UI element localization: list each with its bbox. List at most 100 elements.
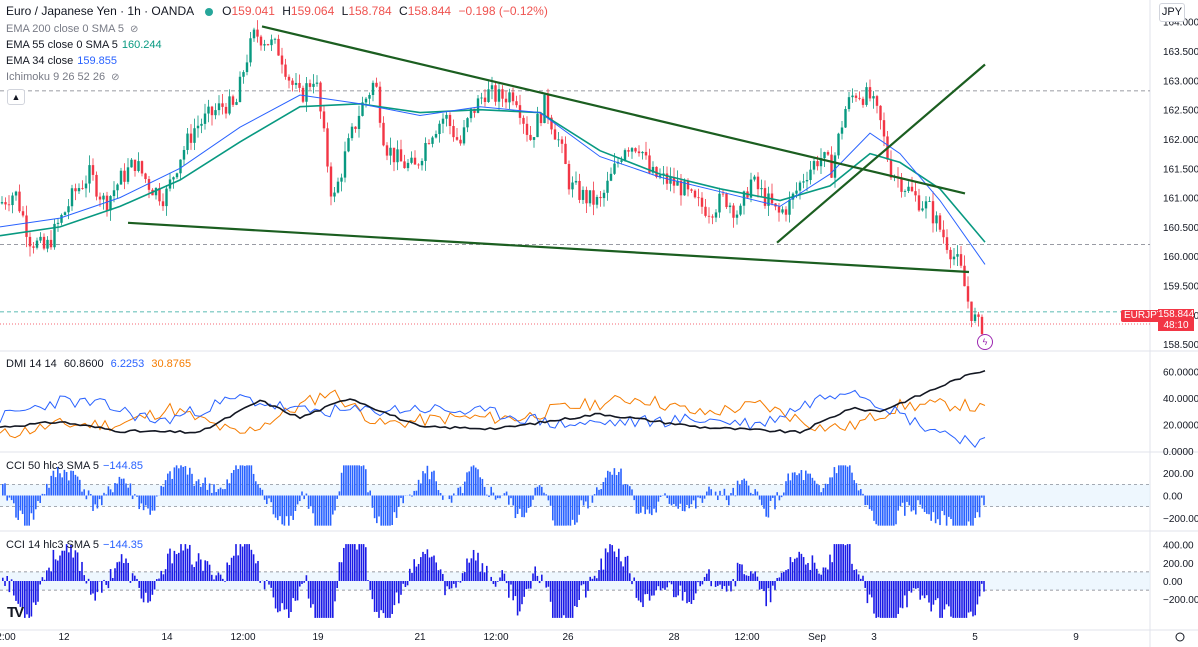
candle-body [515,101,518,106]
candle-body [144,173,147,180]
cci14-bar [802,557,805,581]
cci50-bar [483,486,486,496]
candle-body [522,117,525,124]
candle-body [609,173,613,181]
eye-off-icon[interactable]: ⊘ [111,72,120,83]
cci50-bar [675,495,677,507]
cci50-bar [882,495,884,526]
cci50-bar [195,481,198,496]
cci50-bar [246,465,248,496]
cci50-legend[interactable]: CCI 50 hlc3 SMA 5 −144.85 [6,459,143,474]
cci50-bar [816,483,818,496]
symbol-title[interactable]: Euro / Japanese Yen · 1h · OANDA [6,4,194,18]
cci50-bar [448,495,451,500]
cci14-bar [479,571,481,581]
cci50-bar [758,495,761,500]
cci14-bar [519,581,521,612]
cci14-bar [851,563,853,581]
cci50-bar [19,495,22,511]
cci50-bar [743,478,745,496]
candle-body [56,222,60,224]
cci14-bar [136,578,138,581]
cci50-bar [811,477,814,496]
cci14-bar [530,581,532,589]
indicator-ema200[interactable]: EMA 200 close 0 SMA 5 ⊘ [6,22,138,37]
cci14-bar [294,581,297,601]
cci50-bar [290,495,292,516]
cci14-bar [444,581,446,596]
cci50-bar [140,495,143,504]
candle-body [95,174,98,197]
indicator-ichimoku[interactable]: Ichimoku 9 26 52 26 ⊘ [6,70,119,85]
cci14-bar [818,573,820,581]
candle-body [973,314,977,321]
cci50-bar [948,495,950,517]
candle-body [217,103,221,111]
cci14-bar [604,548,607,581]
currency-button[interactable]: JPY [1159,3,1185,22]
cci14-bar [360,544,363,581]
cci14-bar [376,581,378,612]
dmi-axis-label: 20.0000 [1163,420,1198,431]
indicator-ema34[interactable]: EMA 34 close 159.855 [6,54,117,69]
cci50-bar [252,473,255,496]
dmi-plus-di-line [0,389,986,449]
candle-body [333,192,336,197]
cci50-bar [131,495,134,500]
cci50-bar [954,495,957,526]
cci50-bar [567,495,569,526]
cci14-bar [35,581,37,605]
flash-icon[interactable]: ϟ [977,334,993,350]
cci50-bar [323,495,325,526]
candle-body [249,38,252,63]
cci14-bar [644,581,646,595]
cci14-bar [959,581,961,618]
cci14-bar [435,562,437,581]
cci50-bar [74,474,77,496]
cci50-bar [774,495,776,510]
cci50-bar [48,487,50,496]
cci14-bar [703,577,706,581]
settings-icon[interactable] [1175,632,1185,642]
cci50-bar [332,495,334,515]
cci50-bar [646,495,649,510]
cci14-bar [305,575,308,581]
candle-body [273,38,277,40]
candle-body [14,191,18,196]
indicator-ema55[interactable]: EMA 55 close 0 SMA 5 160.244 [6,38,162,53]
cci14-bar [490,576,492,581]
cci50-bar [923,495,926,513]
cci14-bar [437,570,440,581]
cci14-bar [224,581,226,582]
cci14-bar [741,564,743,581]
cci14-bar [532,573,534,581]
cci14-bar [301,581,303,584]
candle-body [508,92,511,103]
cci14-bar [340,562,343,581]
cci14-bar [318,581,321,618]
cci50-bar [391,495,393,526]
cci14-bar [743,574,745,581]
candle-body [287,76,291,81]
eye-off-icon[interactable]: ⊘ [130,24,139,35]
price-change: −0.198 (−0.12%) [458,4,548,18]
cci14-bar [2,577,4,581]
cci14-bar [629,573,631,581]
cci50-bar [602,481,605,496]
cci50-bar [395,495,398,518]
cci50-bar [292,495,294,520]
dmi-legend[interactable]: DMI 14 14 60.8600 6.2253 30.8765 [6,357,191,372]
cci14-bar [290,581,292,613]
cci50-bar [851,472,853,496]
cci14-bar [565,581,567,618]
cci14-legend[interactable]: CCI 14 hlc3 SMA 5 −144.35 [6,538,143,553]
candle-body [182,149,186,160]
candle-body [4,202,7,205]
cci50-bar [686,495,688,505]
cci14-bar [142,581,145,603]
cci14-bar [244,544,246,581]
candle-body [669,176,672,184]
chevron-up-icon[interactable]: ▲ [7,89,25,105]
candle-body [550,117,553,130]
